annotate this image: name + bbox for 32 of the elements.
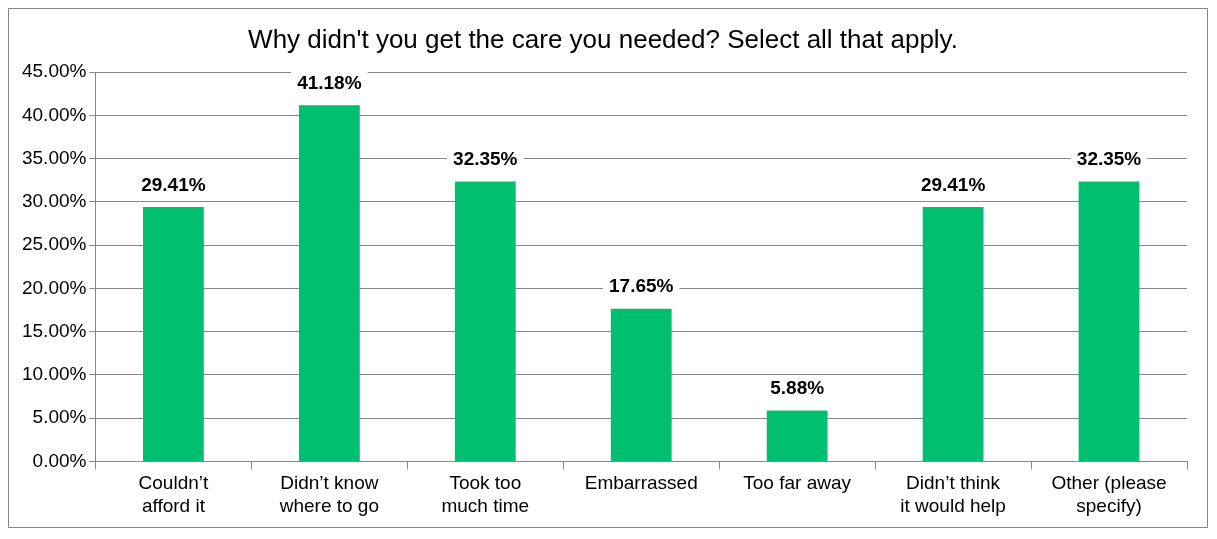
y-tick-label: 45.00%	[21, 60, 87, 82]
chart-title: Why didn't you get the care you needed? Select all that apply.	[248, 23, 958, 54]
bar	[298, 105, 360, 461]
y-tick-label: 20.00%	[21, 276, 87, 298]
bar	[1078, 181, 1140, 461]
bar	[143, 207, 204, 461]
bar	[454, 181, 516, 461]
y-tick-label: 40.00%	[21, 103, 87, 125]
bar	[922, 207, 984, 461]
x-tick-label: Took too much time	[441, 472, 530, 516]
data-label: 32.35%	[1076, 148, 1142, 170]
data-label: 5.88%	[770, 377, 825, 399]
data-label: 17.65%	[608, 275, 674, 297]
y-tick-label: 5.00%	[32, 406, 87, 428]
data-label: 29.41%	[920, 173, 986, 195]
x-tick-label: Didn’t think it would help	[900, 472, 1006, 516]
bar	[766, 410, 828, 461]
data-label: 41.18%	[297, 71, 362, 93]
y-tick-label: 35.00%	[21, 146, 87, 168]
y-tick-label: 25.00%	[21, 233, 87, 255]
x-tick-label: Didn’t know where to go	[278, 472, 379, 516]
bar	[610, 308, 672, 461]
y-tick-label: 10.00%	[21, 363, 87, 385]
x-tick-label: Too far away	[743, 472, 852, 494]
x-tick-label: Embarrassed	[584, 472, 698, 494]
data-label: 29.41%	[141, 173, 206, 195]
x-tick-label: Couldn’t afford it	[138, 472, 209, 516]
x-tick-label: Other (please specify)	[1051, 472, 1167, 516]
y-tick-label: 30.00%	[21, 190, 87, 212]
y-tick-label: 15.00%	[21, 319, 87, 341]
data-label: 32.35%	[453, 148, 518, 170]
y-tick-label: 0.00%	[32, 449, 87, 471]
